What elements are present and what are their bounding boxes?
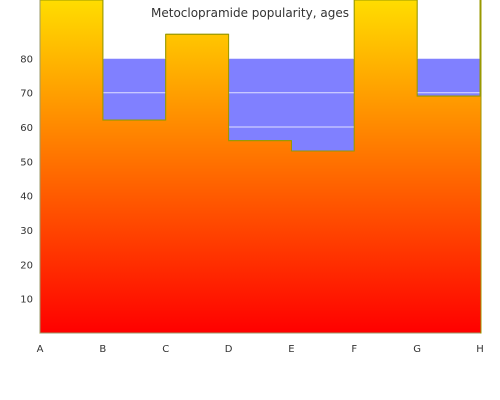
y-tick-label: 80 xyxy=(20,54,33,65)
x-tick-label-B: B xyxy=(99,344,106,355)
series-area-cover xyxy=(40,0,481,333)
y-tick-label: 50 xyxy=(20,157,33,168)
x-tick-label-A: A xyxy=(37,344,44,355)
y-tick-label: 30 xyxy=(20,226,33,237)
x-axis: A B C D E F G H xyxy=(37,332,484,355)
y-axis: 10 20 30 40 50 60 70 80 xyxy=(20,0,41,333)
x-tick-label-E: E xyxy=(288,344,294,355)
y-tick-label: 10 xyxy=(20,295,33,306)
chart-title: Metoclopramide popularity, ages xyxy=(151,6,349,20)
series-outline xyxy=(39,0,482,334)
plot-area xyxy=(39,0,482,334)
x-tick-label-D: D xyxy=(225,344,233,355)
y-tick-label: 70 xyxy=(20,89,33,100)
y-tick-label: 60 xyxy=(20,123,33,134)
x-tick-label-C: C xyxy=(162,344,169,355)
x-tick-label-G: G xyxy=(413,344,421,355)
x-tick-label-H: H xyxy=(476,344,484,355)
y-tick-label: 40 xyxy=(20,192,33,203)
x-tick-label-F: F xyxy=(351,344,357,355)
y-tick-label: 20 xyxy=(20,260,33,271)
